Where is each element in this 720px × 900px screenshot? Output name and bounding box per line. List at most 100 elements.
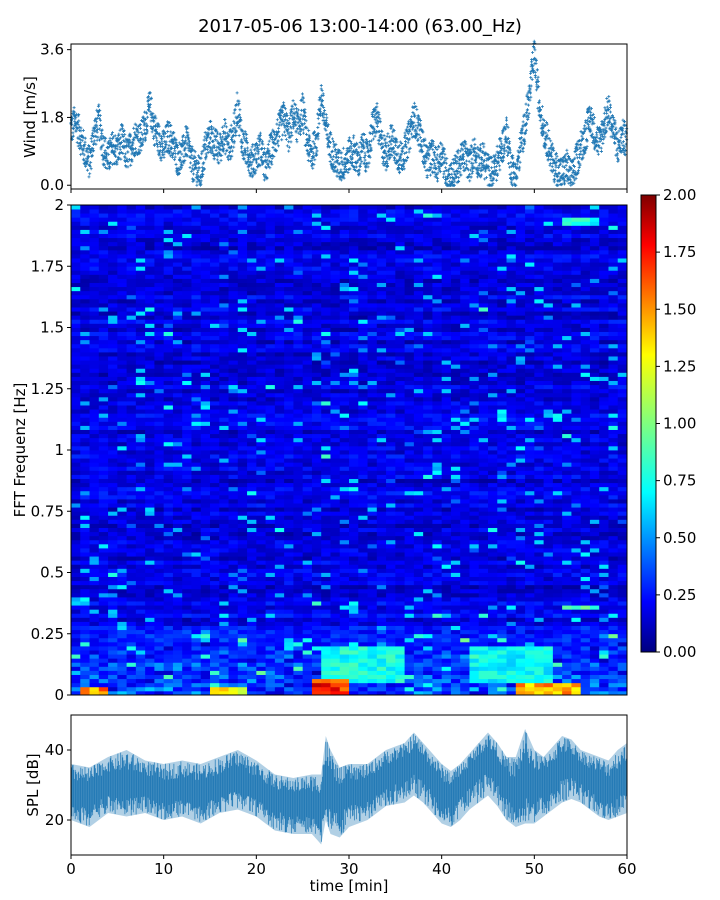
spectrogram-cell bbox=[617, 588, 628, 594]
spectrogram-cell bbox=[80, 597, 90, 602]
wind-point bbox=[215, 130, 219, 134]
wind-point bbox=[199, 156, 203, 160]
spectrogram-cell bbox=[339, 584, 350, 590]
spectrogram-cell bbox=[469, 637, 480, 643]
spectrogram-cell bbox=[108, 662, 118, 667]
wind-point bbox=[185, 143, 189, 147]
spectrogram-cell bbox=[311, 613, 322, 618]
spectrogram-cell bbox=[163, 678, 174, 684]
spectrogram-cell bbox=[293, 609, 304, 614]
spectrogram-cell bbox=[135, 584, 146, 590]
spectrogram-cell bbox=[145, 670, 155, 675]
wind-point bbox=[284, 137, 288, 141]
wind-point bbox=[334, 147, 338, 151]
spectrogram-cell bbox=[515, 674, 526, 680]
spectrogram-cell bbox=[163, 601, 174, 606]
spectrogram-cell bbox=[302, 625, 313, 631]
spectrogram-cell bbox=[163, 613, 174, 618]
spectrogram-cell bbox=[478, 670, 489, 675]
spectrogram-cell bbox=[413, 674, 424, 680]
spectrogram-cell bbox=[145, 601, 155, 606]
wind-point bbox=[132, 126, 136, 130]
spectrogram-cell bbox=[256, 686, 266, 692]
spectrogram-cell bbox=[386, 576, 396, 582]
spectrogram-cell bbox=[515, 584, 526, 590]
spectrogram-cell bbox=[543, 588, 554, 594]
spectrogram-cell bbox=[80, 682, 90, 688]
spectrogram-cell bbox=[460, 576, 470, 582]
spectrogram-cell bbox=[182, 576, 192, 582]
spectrogram-cell bbox=[293, 654, 304, 659]
spectrogram-cell bbox=[210, 609, 220, 614]
spectrogram-cell bbox=[515, 613, 526, 618]
spectrogram-cell bbox=[182, 658, 192, 663]
spectrogram-cell bbox=[525, 617, 535, 622]
spectrogram-cell bbox=[469, 576, 480, 582]
spectrogram-cell bbox=[321, 637, 331, 643]
spectrogram-cell bbox=[515, 625, 526, 631]
wind-point bbox=[207, 141, 211, 145]
spectrogram-cell bbox=[506, 609, 517, 614]
spectrogram-cell bbox=[580, 625, 591, 631]
spectrogram-cell bbox=[534, 641, 544, 647]
spectrogram-cell bbox=[330, 666, 341, 671]
wind-point bbox=[79, 129, 83, 133]
wind-point bbox=[149, 125, 153, 129]
wind-point bbox=[302, 100, 306, 104]
wind-point bbox=[313, 158, 317, 162]
spectrogram-cell bbox=[571, 670, 582, 675]
spectrogram-cell bbox=[571, 674, 582, 680]
spectrogram-cell bbox=[478, 601, 489, 606]
spectrogram-cell bbox=[154, 609, 165, 614]
spectrogram-cell bbox=[506, 678, 517, 684]
spectrogram-cell bbox=[89, 633, 100, 639]
wind-point bbox=[94, 142, 98, 146]
spectrogram-cell bbox=[145, 686, 155, 692]
spectrogram-cell bbox=[145, 650, 155, 655]
spectrogram-cell bbox=[562, 629, 572, 635]
wind-point bbox=[281, 133, 285, 137]
wind-point bbox=[351, 136, 355, 140]
wind-point bbox=[277, 126, 281, 130]
spectrogram-cell bbox=[367, 609, 378, 614]
spectrogram-cell bbox=[349, 629, 359, 635]
spectrogram-cell bbox=[497, 678, 507, 684]
wind-point bbox=[143, 137, 147, 141]
wind-point bbox=[237, 134, 241, 138]
spectrogram-cell bbox=[191, 580, 202, 586]
spectrogram-cell bbox=[599, 658, 609, 663]
spectrogram-cell bbox=[441, 617, 452, 622]
spectrogram-cell bbox=[145, 609, 155, 614]
wind-point bbox=[311, 151, 315, 155]
spectrogram-cell bbox=[237, 654, 248, 659]
spectrogram-cell bbox=[302, 609, 313, 614]
spectrogram-cell bbox=[89, 617, 100, 622]
spectrogram-cell bbox=[450, 678, 461, 684]
spectrogram-cell bbox=[256, 678, 266, 684]
wind-point bbox=[189, 150, 193, 154]
spectrogram-cell bbox=[321, 609, 331, 614]
wind-point bbox=[181, 143, 185, 147]
spectrogram-cell bbox=[460, 637, 470, 643]
spectrogram-cell bbox=[506, 670, 517, 675]
spectrogram-cell bbox=[237, 674, 248, 680]
spectrogram-cell bbox=[395, 654, 405, 659]
wind-point bbox=[203, 143, 207, 147]
spectrogram-cell bbox=[145, 584, 155, 590]
spectrogram-cell bbox=[108, 584, 118, 590]
spectrogram-cell bbox=[182, 592, 192, 598]
spectrogram-cell bbox=[488, 609, 498, 614]
wind-point bbox=[138, 140, 142, 144]
wind-point bbox=[212, 126, 216, 130]
wind-point bbox=[200, 165, 204, 169]
spectrogram-cell bbox=[210, 601, 220, 606]
spectrogram-cell bbox=[515, 646, 526, 651]
wind-point bbox=[160, 150, 164, 154]
spectrogram-cell bbox=[552, 686, 563, 692]
wind-point bbox=[121, 135, 125, 139]
spectrogram-cell bbox=[154, 584, 165, 590]
spectrogram-cell bbox=[108, 666, 118, 671]
spectrogram-cell bbox=[543, 666, 554, 671]
spectrogram-cell bbox=[145, 654, 155, 659]
wind-point bbox=[356, 154, 360, 158]
